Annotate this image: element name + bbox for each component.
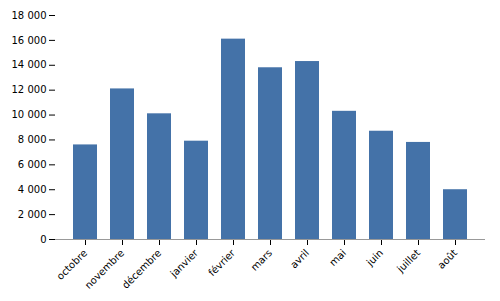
svg-text:juin: juin xyxy=(364,247,385,268)
svg-text:12 000: 12 000 xyxy=(12,84,47,95)
svg-text:août: août xyxy=(435,247,459,271)
svg-text:avril: avril xyxy=(288,247,311,270)
svg-text:juillet: juillet xyxy=(394,247,422,275)
svg-text:2 000: 2 000 xyxy=(18,209,47,220)
svg-text:mai: mai xyxy=(327,247,348,268)
svg-text:6 000: 6 000 xyxy=(18,159,47,170)
svg-text:mars: mars xyxy=(249,247,275,273)
svg-text:février: février xyxy=(206,247,238,279)
svg-text:8 000: 8 000 xyxy=(18,134,47,145)
svg-text:0: 0 xyxy=(40,234,46,245)
svg-text:décembre: décembre xyxy=(120,247,163,290)
svg-text:10 000: 10 000 xyxy=(12,109,47,120)
svg-text:18 000: 18 000 xyxy=(12,10,47,21)
svg-text:4 000: 4 000 xyxy=(18,184,47,195)
svg-text:novembre: novembre xyxy=(83,247,127,291)
svg-text:16 000: 16 000 xyxy=(12,35,47,46)
svg-text:14 000: 14 000 xyxy=(12,59,47,70)
svg-text:janvier: janvier xyxy=(167,247,200,280)
svg-text:octobre: octobre xyxy=(54,247,89,282)
